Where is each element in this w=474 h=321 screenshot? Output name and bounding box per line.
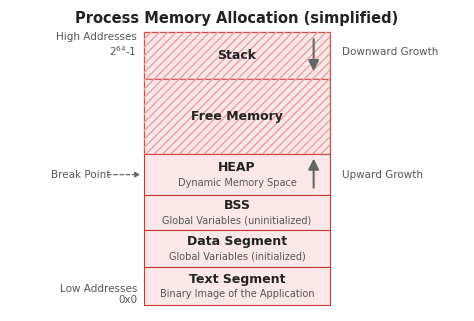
Bar xyxy=(144,154,330,195)
Bar xyxy=(144,267,330,305)
Bar xyxy=(144,31,330,79)
Text: Data Segment: Data Segment xyxy=(187,235,287,248)
Text: Low Addresses
0x0: Low Addresses 0x0 xyxy=(60,284,137,305)
Text: Downward Growth: Downward Growth xyxy=(341,47,438,57)
Text: Dynamic Memory Space: Dynamic Memory Space xyxy=(178,178,296,187)
Text: HEAP: HEAP xyxy=(218,161,256,174)
Bar xyxy=(144,195,330,230)
Text: BSS: BSS xyxy=(224,199,250,212)
Text: Global Variables (initialized): Global Variables (initialized) xyxy=(169,251,305,261)
Text: Binary Image of the Application: Binary Image of the Application xyxy=(160,289,314,299)
Text: High Addresses
$2^{64}$-1: High Addresses $2^{64}$-1 xyxy=(56,31,137,58)
Bar xyxy=(144,31,330,79)
Text: Global Variables (uninitialized): Global Variables (uninitialized) xyxy=(163,215,311,225)
Text: Upward Growth: Upward Growth xyxy=(341,170,422,180)
Bar xyxy=(144,79,330,154)
Text: Text Segment: Text Segment xyxy=(189,273,285,286)
Text: Break Point: Break Point xyxy=(51,170,110,180)
Bar xyxy=(144,79,330,154)
Text: Process Memory Allocation (simplified): Process Memory Allocation (simplified) xyxy=(75,11,399,26)
Text: Free Memory: Free Memory xyxy=(191,110,283,123)
Bar xyxy=(144,230,330,267)
Text: Stack: Stack xyxy=(218,48,256,62)
